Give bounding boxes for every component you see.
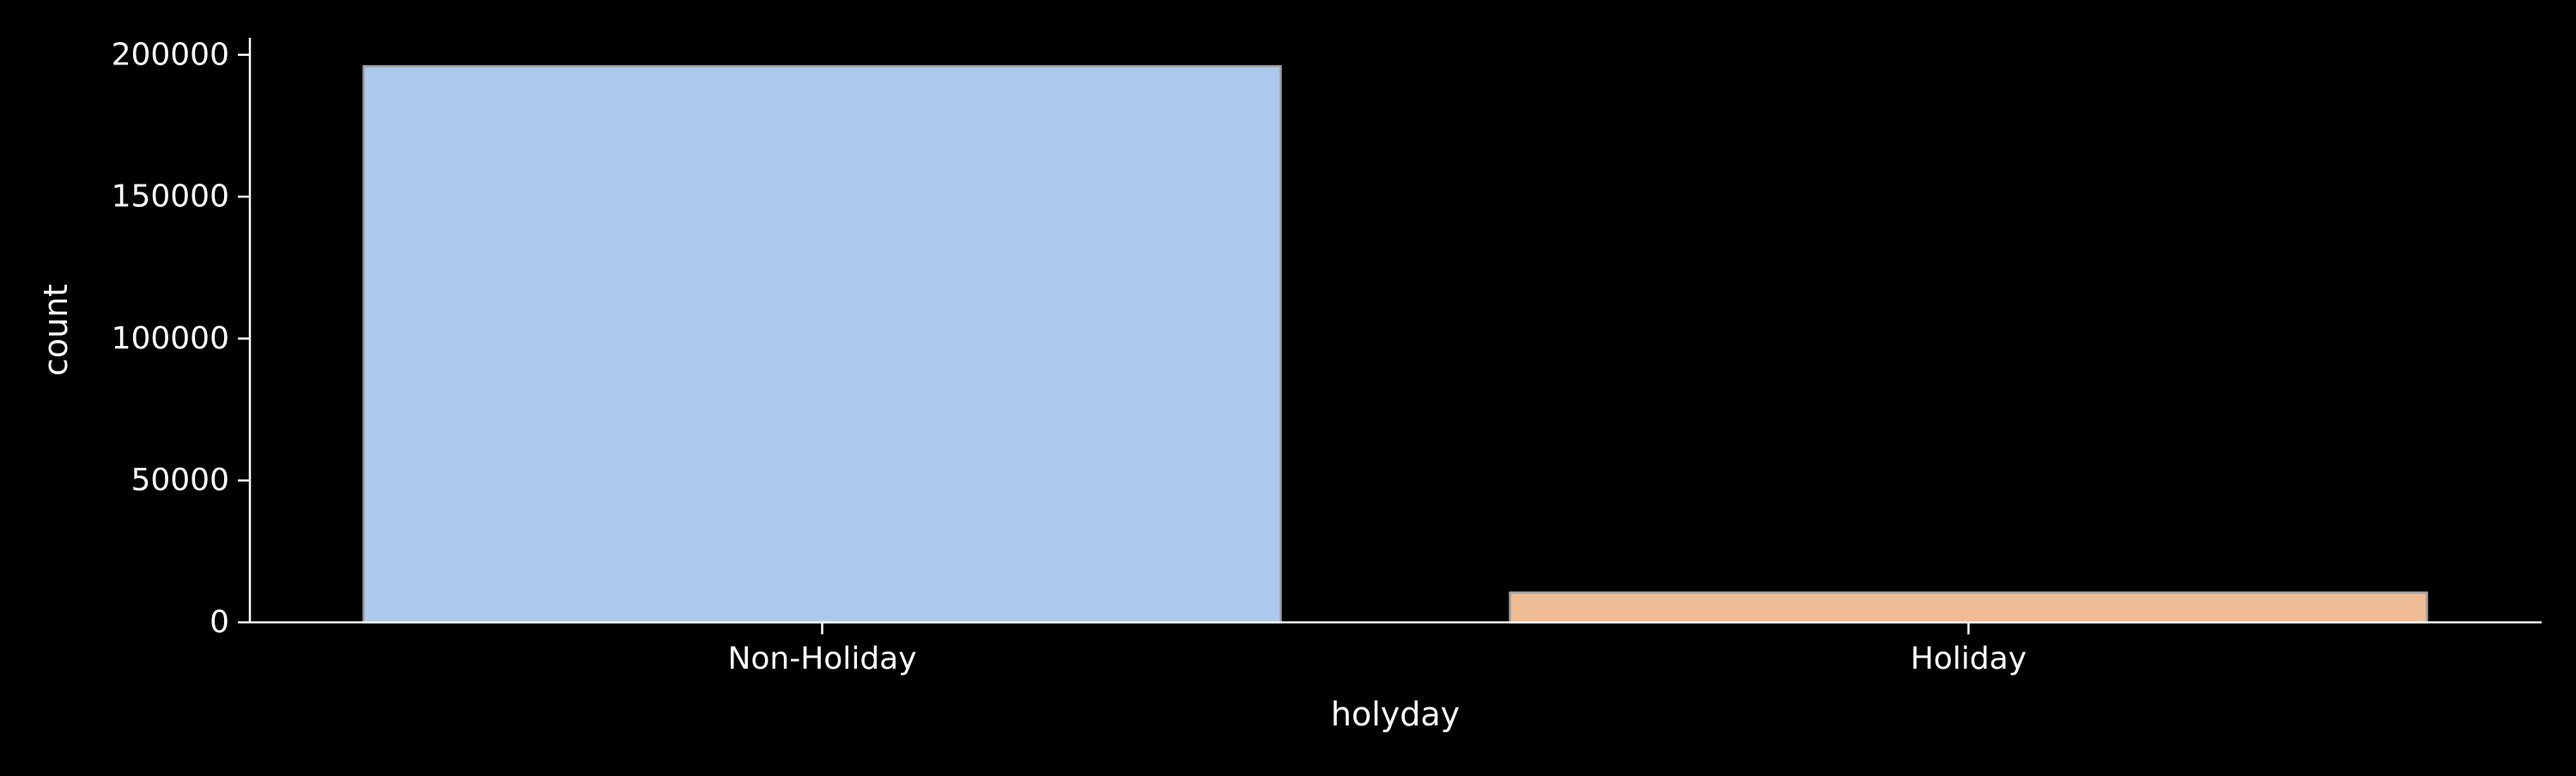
y-axis-label: count <box>37 284 75 376</box>
y-tick-label: 50000 <box>131 463 229 498</box>
y-tick-label: 200000 <box>112 37 229 72</box>
y-tick-label: 0 <box>210 605 229 640</box>
bar-non-holiday <box>362 64 1282 624</box>
x-tick-label: Holiday <box>1911 641 2026 676</box>
x-tick-label: Non-Holiday <box>727 641 916 676</box>
y-tick-label: 150000 <box>112 179 229 215</box>
bars-layer <box>362 64 2428 624</box>
x-axis-label: holyday <box>1331 695 1460 733</box>
x-ticks: Non-Holiday Holiday <box>727 622 2026 676</box>
y-tick-label: 100000 <box>112 321 229 356</box>
axes-layer <box>248 38 2542 624</box>
bar-holiday <box>1509 591 2428 624</box>
y-ticks: 0 50000 100000 150000 200000 <box>112 37 250 640</box>
